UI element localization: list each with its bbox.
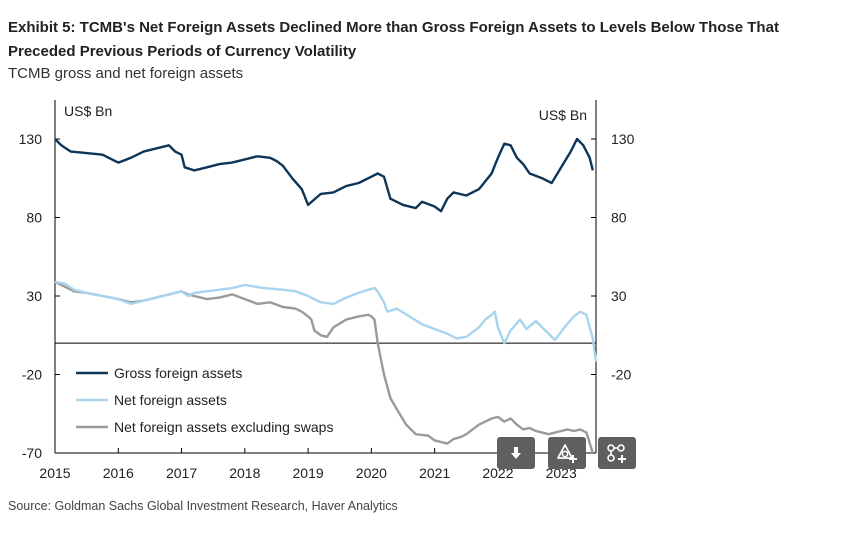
chart-title: Exhibit 5: TCMB's Net Foreign Assets Dec…	[8, 19, 779, 60]
right-tick-label: 130	[611, 131, 635, 147]
x-tick-label: 2017	[166, 465, 197, 481]
right-tick-label: 30	[611, 288, 627, 304]
left-tick-label: 130	[19, 131, 43, 147]
x-tick-label: 2016	[103, 465, 134, 481]
legend-label: Net foreign assets	[114, 392, 227, 408]
left-tick-label: -70	[22, 445, 42, 461]
left-tick-label: 30	[26, 288, 42, 304]
x-tick-label: 2015	[39, 465, 70, 481]
left-tick-label: 80	[26, 210, 42, 226]
add-bookmark-icon	[557, 444, 577, 463]
chart-legend: Gross foreign assets Net foreign assets Ne…	[76, 365, 333, 435]
left-axis: US$ Bn 130 80 30 -20 -70	[19, 103, 113, 461]
right-tick-label: -20	[611, 367, 631, 383]
x-tick-label: 2021	[419, 465, 450, 481]
add-bookmark-button[interactable]	[548, 437, 586, 469]
x-tick-label: 2020	[356, 465, 387, 481]
x-tick-label: 2022	[482, 465, 513, 481]
share-icon	[607, 444, 626, 463]
chart-subtitle: TCMB gross and net foreign assets	[8, 65, 244, 82]
series-line-2	[54, 280, 598, 363]
legend-label: Gross foreign assets	[114, 365, 242, 381]
source-note: Source: Goldman Sachs Global Investment …	[8, 499, 398, 513]
series-line-1	[54, 137, 594, 213]
download-button[interactable]	[497, 437, 535, 469]
series-lines	[54, 137, 598, 454]
share-button[interactable]	[598, 437, 636, 469]
download-icon	[511, 447, 521, 459]
x-tick-label: 2023	[546, 465, 577, 481]
x-tick-label: 2018	[229, 465, 260, 481]
right-axis-unit: US$ Bn	[539, 107, 587, 123]
legend-label: Net foreign assets excluding swaps	[114, 419, 333, 435]
x-axis: 2015 2016 2017 2018 2019 2020 2021 2022 2023	[39, 448, 577, 481]
left-tick-label: -20	[22, 367, 42, 383]
x-tick-label: 2019	[293, 465, 324, 481]
right-tick-label: 80	[611, 210, 627, 226]
left-axis-unit: US$ Bn	[64, 103, 112, 119]
